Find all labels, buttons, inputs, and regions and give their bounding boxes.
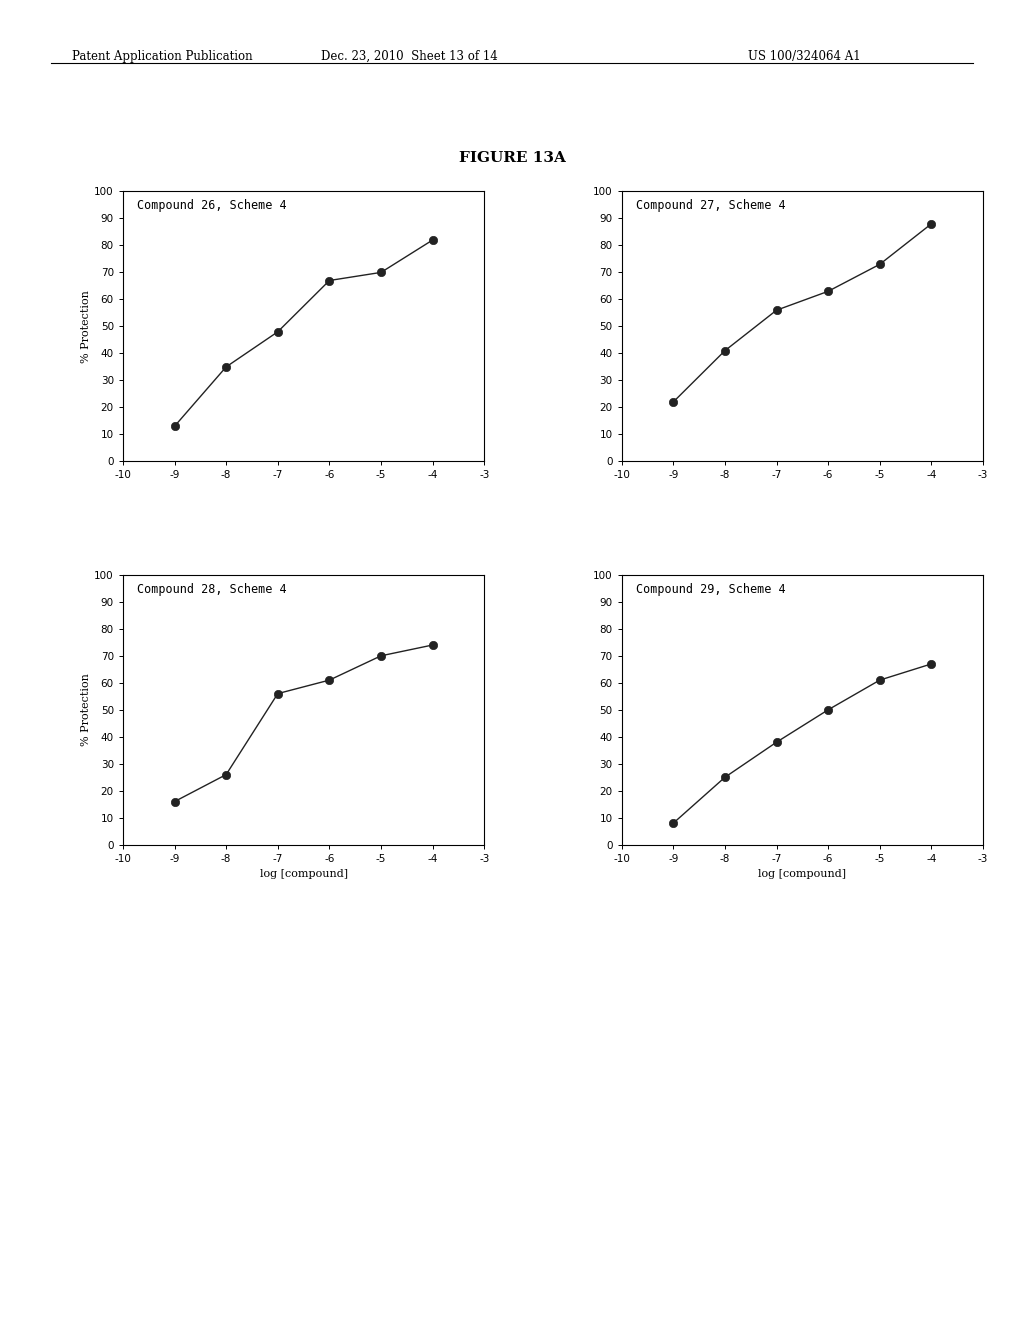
Text: FIGURE 13A: FIGURE 13A <box>459 152 565 165</box>
Text: Compound 29, Scheme 4: Compound 29, Scheme 4 <box>636 583 785 595</box>
X-axis label: log [compound]: log [compound] <box>758 870 847 879</box>
Text: Compound 26, Scheme 4: Compound 26, Scheme 4 <box>137 199 287 213</box>
Text: Compound 28, Scheme 4: Compound 28, Scheme 4 <box>137 583 287 595</box>
X-axis label: log [compound]: log [compound] <box>259 870 348 879</box>
Y-axis label: % Protection: % Protection <box>82 290 91 363</box>
Text: Patent Application Publication: Patent Application Publication <box>72 50 252 63</box>
Text: US 100/324064 A1: US 100/324064 A1 <box>748 50 860 63</box>
Y-axis label: % Protection: % Protection <box>82 673 91 746</box>
Text: Compound 27, Scheme 4: Compound 27, Scheme 4 <box>636 199 785 213</box>
Text: Dec. 23, 2010  Sheet 13 of 14: Dec. 23, 2010 Sheet 13 of 14 <box>322 50 498 63</box>
